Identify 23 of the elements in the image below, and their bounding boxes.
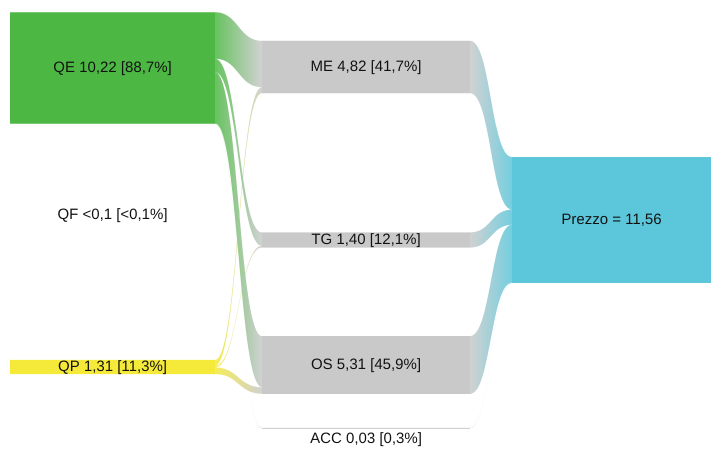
category-label: OS xyxy=(310,356,333,374)
data-label: 11,56 xyxy=(625,211,662,228)
category-label: ACC xyxy=(310,430,342,448)
data-label: 1,40 xyxy=(336,231,366,248)
text: [<0,1%] xyxy=(116,206,168,224)
data-label: 0,03 xyxy=(346,430,376,448)
category-label: QF xyxy=(57,206,78,224)
data-label: 10,22 xyxy=(79,59,117,76)
text: [88,7%] xyxy=(120,59,172,76)
category-label: ME xyxy=(310,58,334,76)
category-label: QE xyxy=(53,59,75,76)
data-label: 1,31 xyxy=(84,358,114,376)
text: [0,3%] xyxy=(379,430,422,448)
text: [45,9%] xyxy=(370,356,422,374)
data-label: 4,82 xyxy=(337,58,366,76)
category-label: TG xyxy=(311,231,332,248)
data-label: <0,1 xyxy=(82,206,112,224)
data-label: 5,31 xyxy=(336,356,366,374)
text: [12,1%] xyxy=(370,231,421,248)
category-label: QP xyxy=(58,358,80,376)
category-label: Prezzo = xyxy=(561,211,622,228)
text: [41,7%] xyxy=(370,58,422,76)
text: [11,3%] xyxy=(117,358,167,376)
